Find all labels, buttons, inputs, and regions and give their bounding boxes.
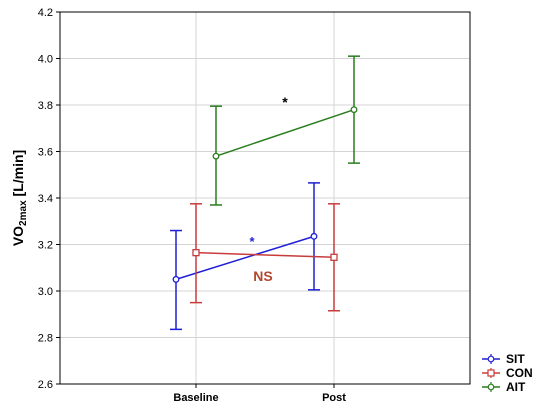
y-axis-label: VO2max [L/min] <box>10 150 29 246</box>
y-tick-label: 2.6 <box>38 379 53 391</box>
y-tick-label: 3.2 <box>38 240 53 252</box>
y-axis-ticks: 2.6 2.8 3.0 3.2 3.4 3.6 3.8 4.0 4.2 <box>38 7 60 391</box>
legend-label: CON <box>506 366 533 380</box>
legend-item-ait: AIT <box>482 380 526 394</box>
legend-marker <box>487 369 495 377</box>
data-point <box>172 275 180 283</box>
legend-item-sit: SIT <box>482 352 525 366</box>
series <box>170 55 360 331</box>
x-tick-label: Post <box>322 392 346 404</box>
data-point <box>192 248 200 257</box>
y-tick-label: 3.0 <box>38 286 53 298</box>
data-point <box>330 253 338 261</box>
series-ait <box>210 55 360 206</box>
legend-item-con: CON <box>482 366 533 380</box>
data-point <box>310 232 318 240</box>
annotation-sit: * <box>249 234 255 249</box>
series-con <box>190 203 340 312</box>
x-axis-ticks: Baseline Post <box>173 384 346 404</box>
y-axis-label-subscript: 2max <box>18 200 29 226</box>
y-tick-label: 2.8 <box>38 333 53 345</box>
series-line <box>175 235 315 281</box>
grid <box>60 12 470 384</box>
annotation-ait: * <box>282 94 288 110</box>
data-point <box>350 106 358 114</box>
legend-label: AIT <box>506 380 526 394</box>
series-line <box>215 108 355 157</box>
series-sit <box>170 182 320 331</box>
legend-marker <box>487 383 495 391</box>
x-tick-label: Baseline <box>173 392 218 404</box>
y-tick-label: 3.6 <box>38 147 53 159</box>
data-point <box>212 152 220 160</box>
y-tick-label: 4.2 <box>38 7 53 19</box>
annotation-con: NS <box>253 268 272 284</box>
annotations: * * NS <box>249 94 288 284</box>
legend-marker <box>487 355 495 363</box>
series-line <box>195 251 335 259</box>
y-tick-label: 4.0 <box>38 54 53 66</box>
y-tick-label: 3.8 <box>38 100 53 112</box>
y-tick-label: 3.4 <box>38 193 53 205</box>
legend-label: SIT <box>506 352 525 366</box>
